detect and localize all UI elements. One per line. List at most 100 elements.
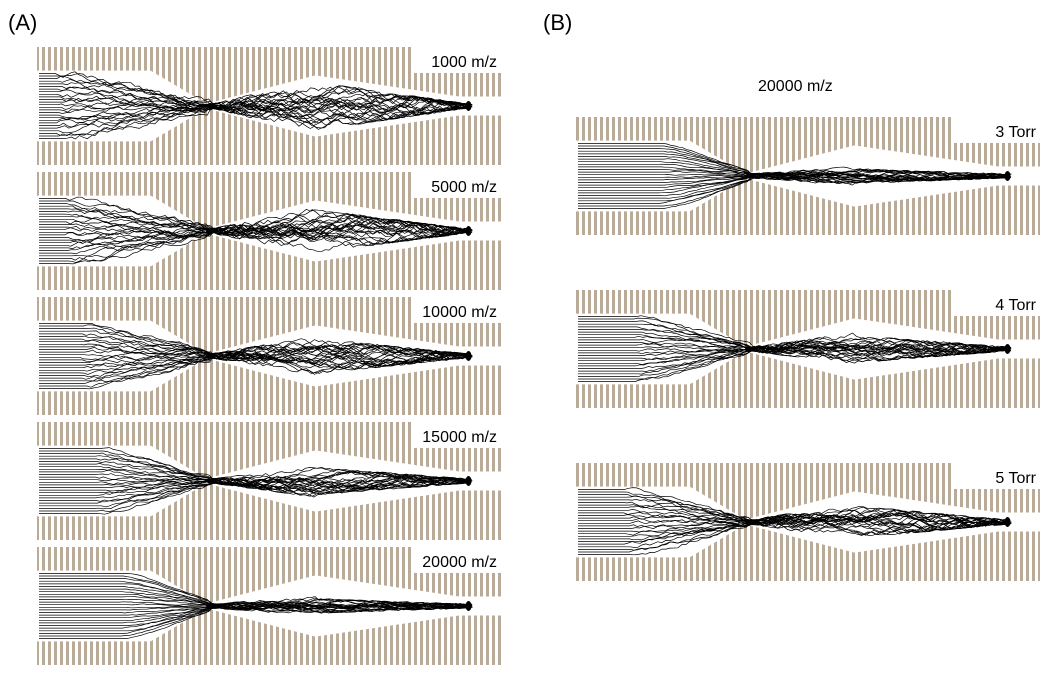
ion-trajectory [39,97,472,119]
ion-trajectory [39,471,470,494]
ion-trajectory [39,470,472,499]
panel-b: 3 Torr 4 Torr 5 Torr [576,117,1040,581]
ion-trajectory [39,226,469,250]
panel-b-header: 20000 m/z [758,78,833,95]
ion-trajectory [39,349,470,390]
panel-b-simulation-3: 5 Torr [576,463,1040,581]
ion-trajectory [39,461,470,495]
ion-trajectories [39,196,473,265]
ion-trajectory [578,169,1008,204]
ion-trajectory [578,513,1011,528]
panel-b-simulation-2: 4 Torr [576,290,1040,408]
panel-b-simulation-label: 3 Torr [995,124,1036,141]
ion-trajectory [39,226,473,255]
ion-trajectory [39,603,469,639]
panel-a-simulation-label: 10000 m/z [422,304,497,321]
ion-trajectory [578,340,1009,362]
focus-point [745,519,755,525]
exit-focus-point [1004,171,1011,181]
ion-trajectory [578,513,1011,556]
focus-point [745,173,755,179]
panel-a-simulation-1: 1000 m/z [37,47,501,165]
ion-trajectory [578,337,1012,382]
exit-focus-point [1004,344,1011,354]
label-notch [951,290,1040,316]
focus-point [206,228,216,234]
ion-trajectory [39,216,470,265]
exit-focus-point [465,601,472,611]
panel-a-simulation-label: 1000 m/z [431,54,497,71]
ion-trajectory [39,102,473,127]
panel-b-simulation-label: 4 Torr [995,297,1036,314]
label-notch [951,463,1040,489]
ion-trajectory [39,601,472,613]
focus-point [745,346,755,352]
ion-trajectory [578,343,1012,380]
ion-trajectory [39,603,471,624]
ion-trajectory [39,97,472,140]
ion-trajectory [39,473,470,508]
ion-trajectory [39,477,472,490]
ion-trajectory [39,600,473,616]
ion-trajectory [39,91,472,134]
ion-trajectory [39,601,473,632]
ion-trajectory [39,476,470,512]
ion-trajectory [39,478,469,515]
ion-trajectories [578,315,1012,382]
exit-focus-point [465,351,472,361]
label-notch [412,547,501,573]
ion-trajectory [39,602,473,634]
label-notch [412,47,501,73]
ion-trajectory [39,221,469,241]
ion-trajectory [39,346,470,380]
ion-trajectory [578,342,1009,369]
ion-trajectory [39,323,472,366]
ion-trajectory [39,205,473,239]
ion-trajectory [578,508,1010,553]
ion-trajectory [39,345,471,372]
panel-a-label: (A) [8,10,37,35]
ion-trajectories [39,71,473,140]
ion-trajectory [578,169,1011,191]
ion-trajectory [39,222,472,263]
ion-trajectories [39,323,473,390]
ion-trajectory [578,170,1009,179]
ion-trajectory [39,221,473,241]
ion-trajectory [39,477,471,510]
ion-trajectory [39,95,473,136]
panel-a-simulation-label: 15000 m/z [422,429,497,446]
panel-a-simulation-label: 5000 m/z [431,179,497,196]
exit-focus-point [1004,517,1011,527]
ion-trajectory [578,343,1008,367]
ion-trajectories [39,447,473,515]
ion-trajectory [578,342,1011,378]
label-notch [412,297,501,323]
ion-trajectory [39,94,470,111]
ion-trajectory [578,516,1010,541]
panel-b-simulation-1: 3 Torr [576,117,1040,235]
ion-trajectories [578,487,1012,556]
ion-trajectory [39,98,471,121]
ion-trajectory [578,517,1010,536]
panel-a-simulation-2: 5000 m/z [37,172,501,290]
focus-point [206,603,216,609]
focus-point [206,353,216,359]
ion-trajectories [578,143,1012,209]
ion-trajectory [39,602,472,612]
exit-focus-point [465,226,472,236]
exit-focus-point [465,101,472,111]
ion-trajectory [39,467,470,504]
focus-point [206,478,216,484]
panel-b-simulation-label: 5 Torr [995,470,1036,487]
ion-trajectory [578,170,1008,182]
funnel-cavity [576,313,1040,385]
ion-trajectory [39,87,471,120]
ion-trajectory [39,102,471,122]
ion-trajectory [39,352,473,378]
panel-a-simulation-label: 20000 m/z [422,554,497,571]
ion-trajectory [39,95,473,129]
panel-a-simulation-5: 20000 m/z [37,547,501,665]
focus-point [206,103,216,109]
ion-trajectory [578,343,1010,375]
